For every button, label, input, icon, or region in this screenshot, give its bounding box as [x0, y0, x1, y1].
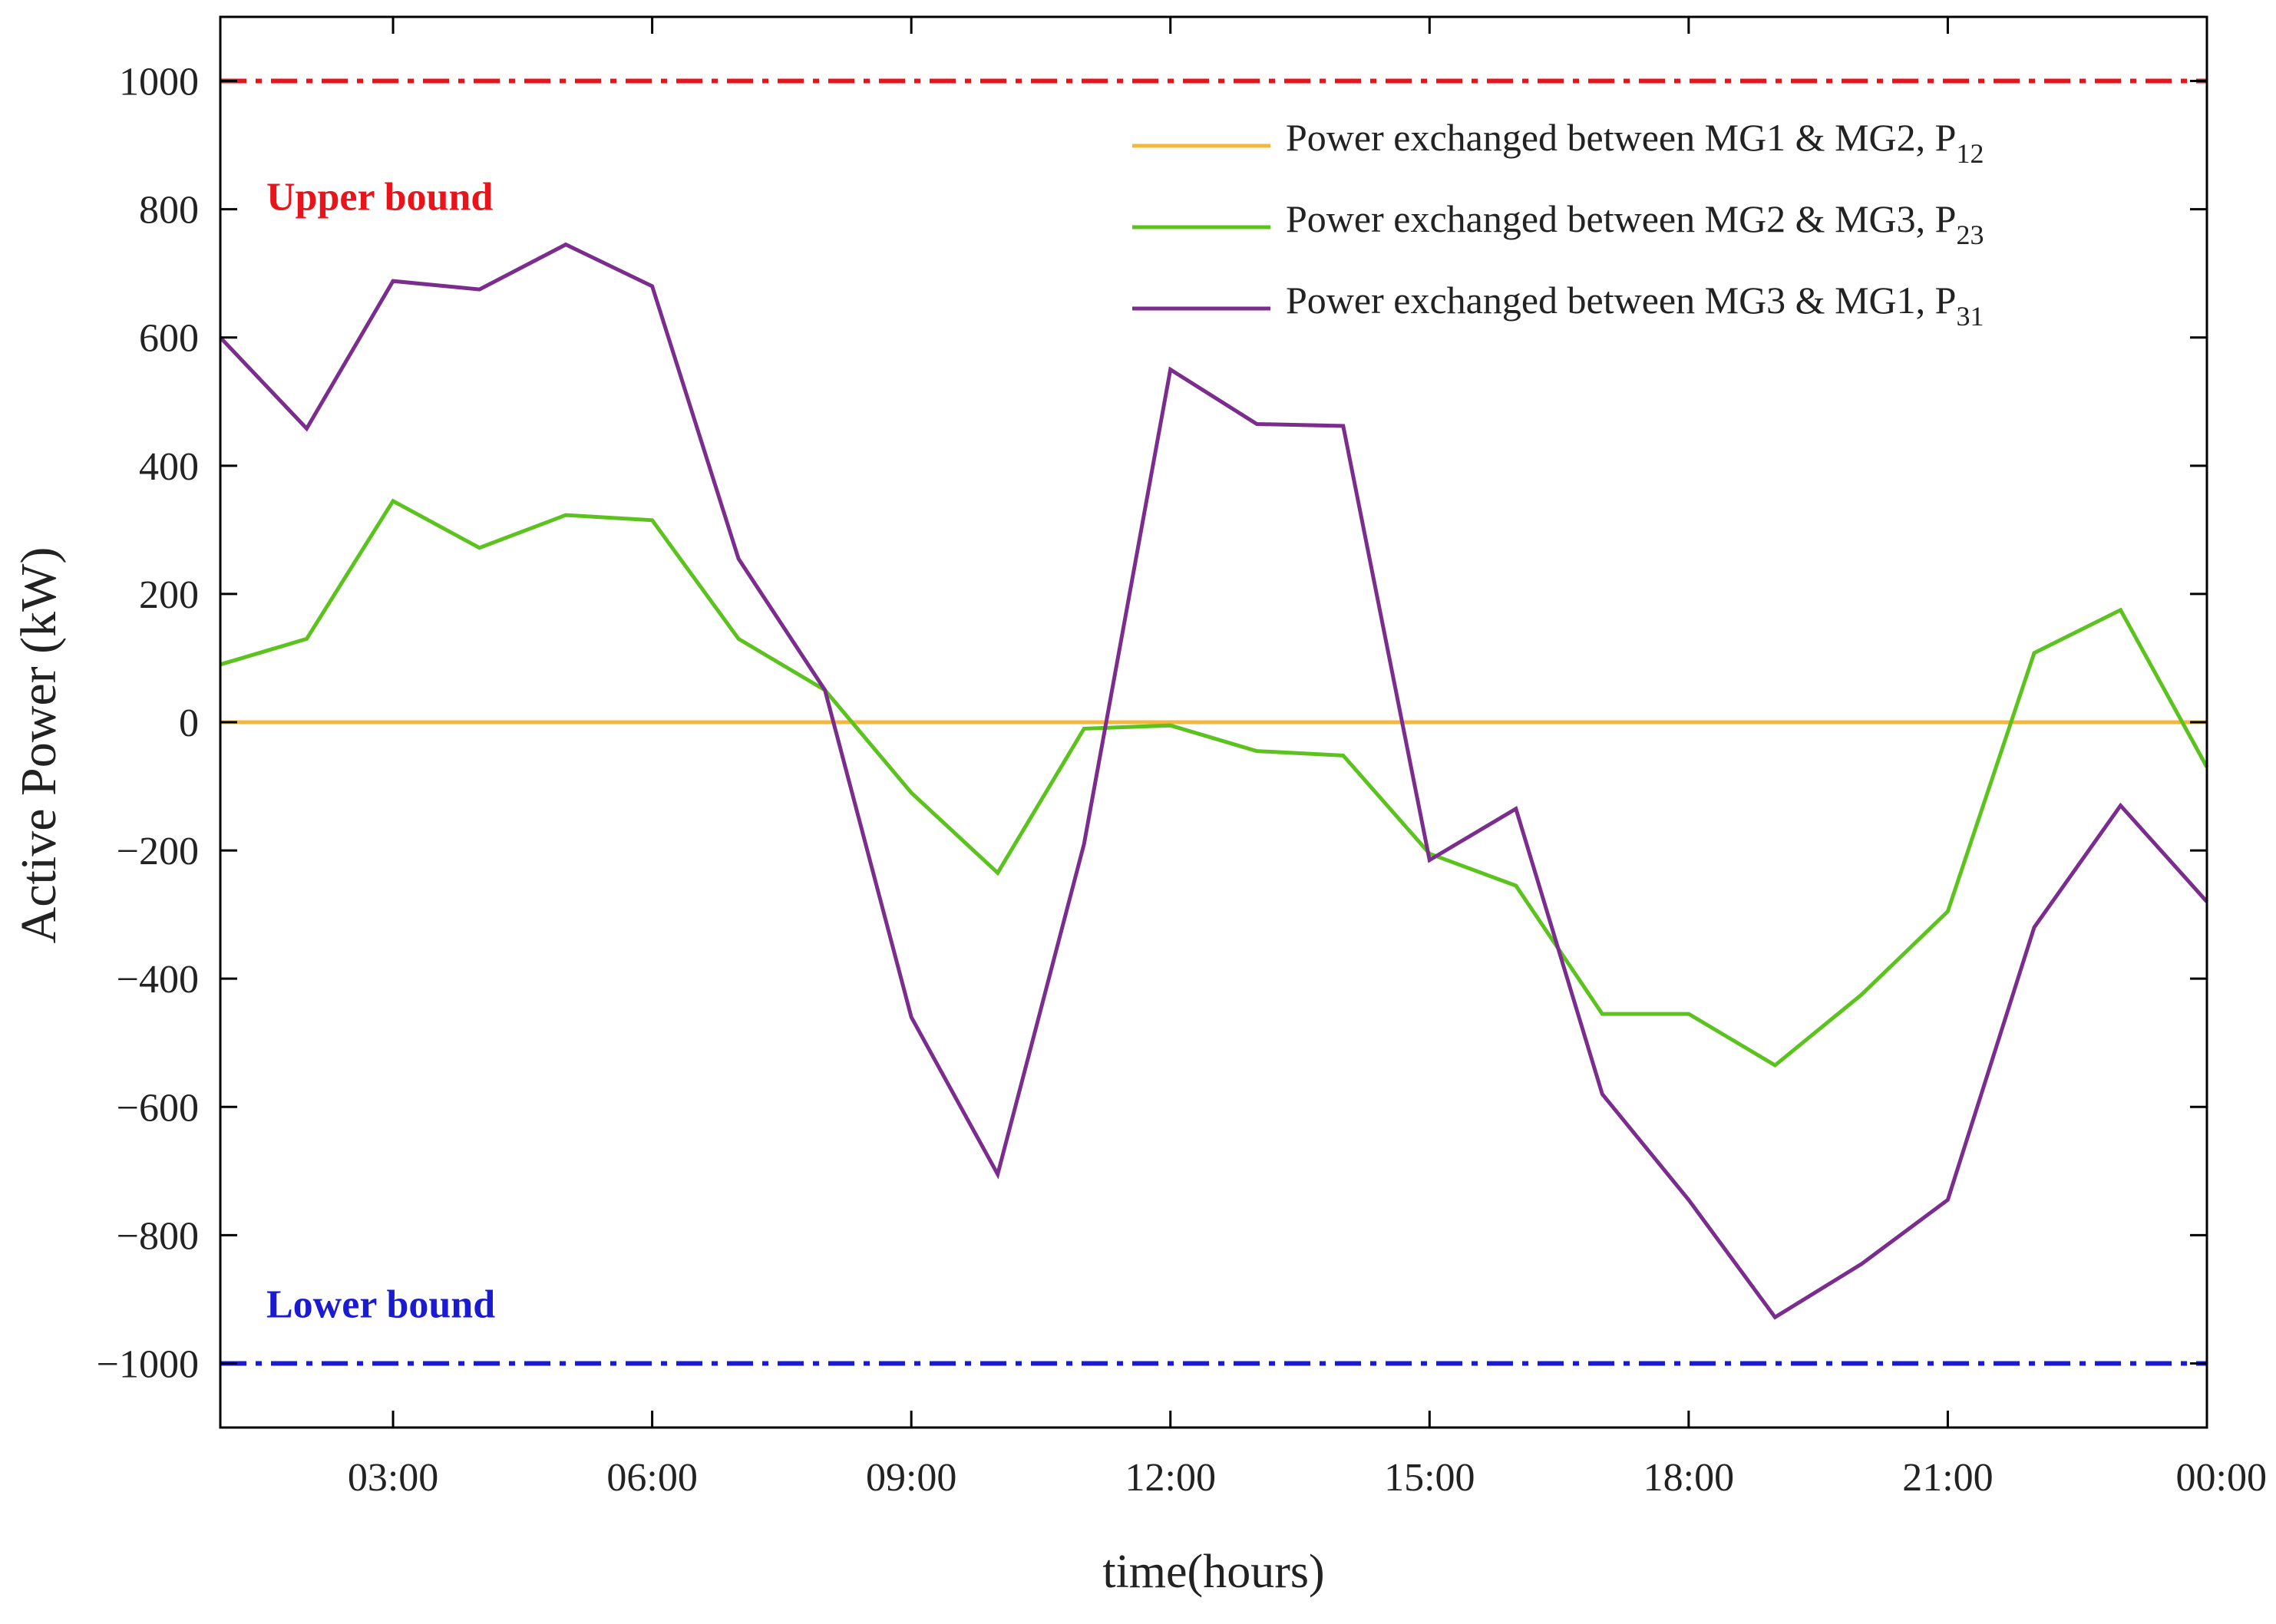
y-axis-label: Active Power (kW): [11, 547, 67, 944]
y-tick-label: −200: [117, 830, 199, 873]
y-tick-label: 600: [139, 317, 199, 361]
x-tick-label: 03:00: [348, 1456, 438, 1500]
bound-label: Lower bound: [266, 1282, 495, 1326]
bound-lines: Upper bound Lower bound: [220, 78, 2207, 1366]
x-tick-label: 00:00: [2176, 1456, 2267, 1500]
x-axis-label: time(hours): [1102, 1546, 1324, 1598]
y-tick-label: 800: [139, 189, 199, 233]
bound-label: Upper bound: [266, 176, 493, 220]
y-tick-label: 200: [139, 573, 199, 617]
y-tick-label: −800: [117, 1214, 199, 1258]
legend-label: Power exchanged between MG3 & MG1, P31: [1286, 279, 1984, 332]
series-line: [219, 242, 2208, 1320]
x-tick-label: 12:00: [1125, 1456, 1216, 1500]
legend: Power exchanged between MG1 & MG2, P12 Po…: [1132, 116, 1984, 332]
y-tick-label: 0: [179, 701, 199, 745]
x-tick-label: 06:00: [606, 1456, 697, 1500]
legend-label: Power exchanged between MG1 & MG2, P12: [1286, 116, 1984, 169]
y-tick-label: 400: [139, 445, 199, 489]
x-tick-label: 18:00: [1643, 1456, 1734, 1500]
y-tick-label: 1000: [119, 61, 199, 104]
legend-label: Power exchanged between MG2 & MG3, P23: [1286, 197, 1984, 250]
x-tick-label: 09:00: [866, 1456, 956, 1500]
series-lines: [219, 242, 2209, 1320]
axes: 1000 800 600 400 200 0 −200 −400 −600 −800 −1000 03…: [11, 15, 2267, 1598]
y-tick-label: −600: [117, 1086, 199, 1130]
x-tick-label: 15:00: [1384, 1456, 1475, 1500]
x-tick-label: 21:00: [1902, 1456, 1993, 1500]
series-line: [220, 498, 2209, 1068]
y-tick-label: −1000: [97, 1342, 199, 1386]
y-tick-label: −400: [117, 958, 199, 1002]
